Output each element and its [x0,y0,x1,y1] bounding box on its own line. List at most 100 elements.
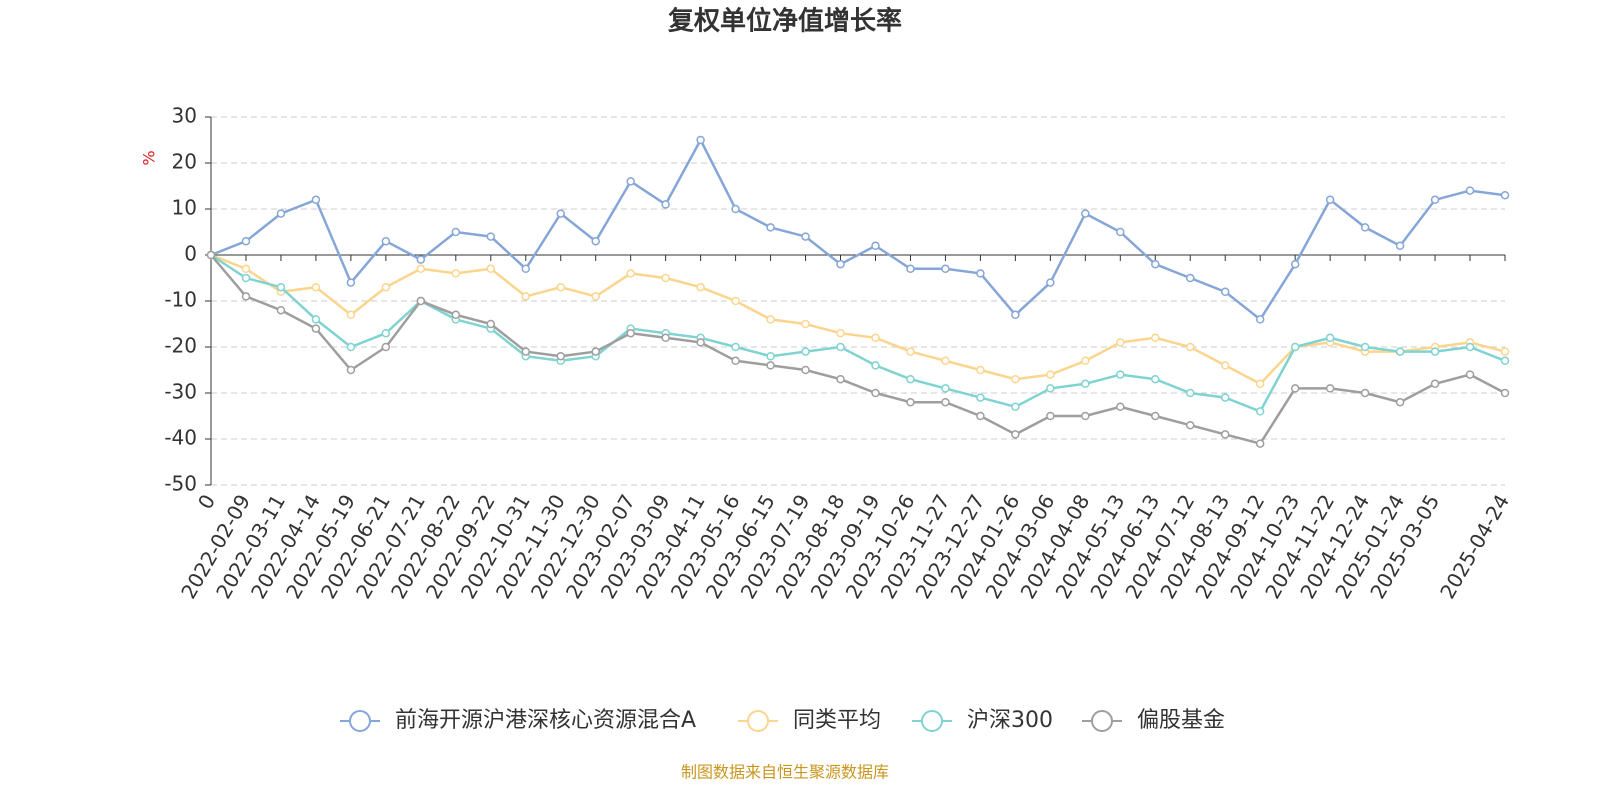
point [276,282,286,292]
point [1395,241,1405,251]
point [1151,333,1160,343]
point [311,324,321,333]
point [486,264,496,274]
point [906,397,915,407]
point [766,223,775,232]
series-line [210,137,1506,322]
point [801,319,810,329]
point [766,315,775,324]
point [626,328,635,338]
point [661,200,670,209]
point [941,384,950,393]
point [1046,278,1055,287]
point [1360,388,1370,398]
point [1500,190,1510,200]
point [486,319,496,329]
point [1011,374,1020,384]
point [731,356,740,366]
point [1360,342,1370,352]
point [696,135,705,145]
y-tick-label: 20 [172,150,197,174]
point [1500,388,1510,398]
point [311,282,321,292]
point [836,328,845,338]
point [1500,356,1510,366]
point [976,365,985,375]
y-axis-label: % [140,150,159,165]
point [1151,374,1160,384]
point [451,227,461,237]
point [276,305,286,315]
point [311,315,321,324]
point [311,195,321,205]
point [591,236,600,246]
point [941,264,950,274]
point [801,347,810,356]
point [1325,333,1335,343]
legend-label: 沪深300 [967,708,1053,733]
point [1430,195,1440,205]
point [1046,370,1055,379]
point [1290,342,1300,352]
point [1255,407,1265,416]
point [941,397,950,407]
point [871,241,880,251]
point [836,342,845,352]
y-tick-label: -10 [164,288,197,312]
point [1290,384,1300,393]
point [1325,195,1335,205]
point [1500,347,1510,356]
point [1116,370,1125,379]
legend-marker [747,710,769,732]
point [1116,338,1125,347]
point [731,296,740,306]
point [1081,209,1090,218]
point [241,292,251,301]
point [556,209,565,218]
legend-label: 同类平均 [793,708,881,733]
point [1255,439,1265,448]
point [1116,402,1125,412]
x-tick-label: 0 [193,490,220,513]
point [521,347,531,356]
point [976,269,985,278]
point [1220,287,1230,297]
point [1465,342,1475,352]
point [381,236,391,246]
point [451,269,461,278]
point [836,374,845,384]
series-line [210,253,1506,386]
point [1430,347,1440,356]
point [871,333,880,343]
point [766,351,775,361]
legend-label: 偏股基金 [1137,708,1225,733]
point [1185,420,1195,430]
y-tick-label: 30 [172,104,197,128]
point [696,338,705,347]
point [976,411,985,421]
point [1185,273,1195,283]
point [486,232,496,241]
point [1430,379,1440,389]
point [871,361,880,370]
point [381,282,391,292]
point [591,292,600,301]
point [451,310,461,320]
point [1011,430,1020,439]
point [801,365,810,375]
point [1081,411,1090,421]
x-tick-label: 2025-04-24 [1435,490,1514,603]
point [241,264,251,274]
point [206,250,216,260]
point [521,292,531,301]
point [381,342,391,352]
y-tick-label: -50 [164,472,197,496]
point [906,264,915,274]
point [346,310,356,320]
legend-marker [349,710,371,732]
point [696,282,705,292]
series-line [210,254,1506,446]
point [801,232,810,241]
point [1220,393,1230,402]
